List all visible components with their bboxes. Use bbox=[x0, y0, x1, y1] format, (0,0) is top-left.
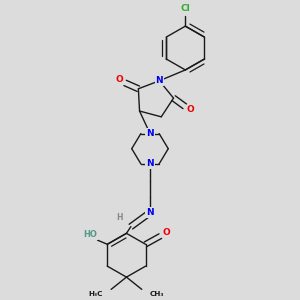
Text: N: N bbox=[146, 129, 154, 138]
Text: CH₃: CH₃ bbox=[150, 291, 164, 297]
Text: HO: HO bbox=[84, 230, 98, 239]
Text: N: N bbox=[146, 208, 154, 217]
Text: H: H bbox=[116, 213, 123, 222]
Text: O: O bbox=[186, 105, 194, 114]
Text: N: N bbox=[146, 159, 154, 168]
Text: O: O bbox=[162, 228, 170, 237]
Text: H₃C: H₃C bbox=[88, 291, 103, 297]
Text: Cl: Cl bbox=[181, 4, 190, 13]
Text: N: N bbox=[156, 76, 163, 85]
Text: O: O bbox=[116, 75, 124, 84]
